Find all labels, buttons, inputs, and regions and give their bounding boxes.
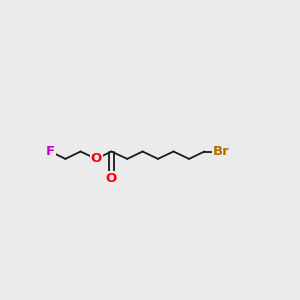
Text: F: F [46, 145, 55, 158]
Text: Br: Br [213, 145, 230, 158]
Text: O: O [91, 152, 102, 165]
Text: O: O [106, 172, 117, 184]
